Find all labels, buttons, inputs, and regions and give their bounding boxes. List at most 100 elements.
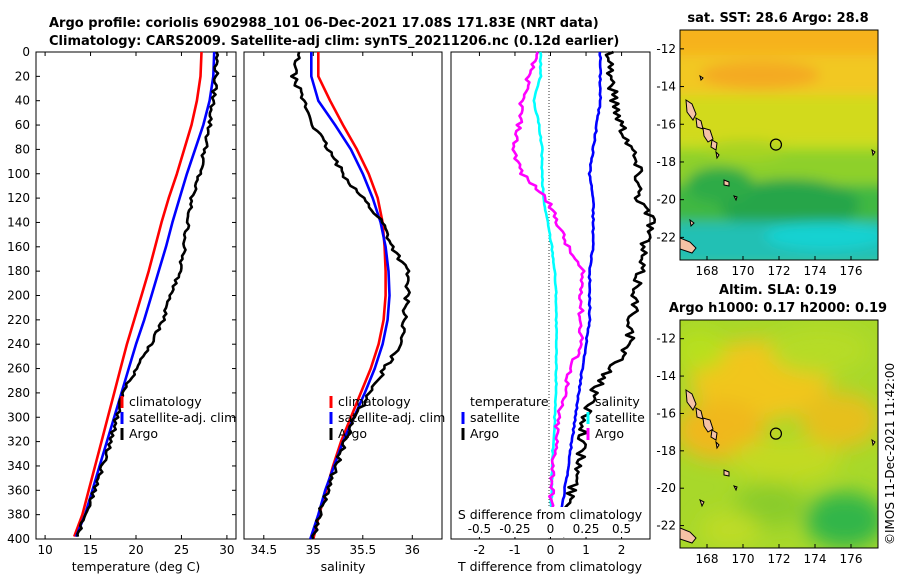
legend-s-satellite: satellite xyxy=(595,410,645,425)
temperature-panel: 0204060801001201401601802002202402602803… xyxy=(7,45,650,574)
salinity-legend: climatology satellite-adj. clim Argo xyxy=(329,394,445,441)
x-tick-label: 2 xyxy=(618,543,626,557)
depth-tick-label: 80 xyxy=(15,142,30,156)
difference-series xyxy=(511,50,657,538)
depth-tick-label: 340 xyxy=(7,459,30,473)
depth-tick-label: 120 xyxy=(7,191,30,205)
s-difference-xlabel: S difference from climatology xyxy=(458,507,643,522)
map-x-tick-label: 174 xyxy=(804,264,827,278)
coastline xyxy=(680,74,876,254)
difference-axes-box xyxy=(450,51,651,540)
salinity-panel: 34.5 35 35.5 36 salinity climatology satell… xyxy=(243,51,445,574)
depth-tick-label: 220 xyxy=(7,313,30,327)
map-y-tick-label: -18 xyxy=(656,444,676,458)
sla-map-panel: Altim. SLA: 0.19 Argo h1000: 0.17 h2000:… xyxy=(656,283,887,566)
map-x-tick-label: 172 xyxy=(768,264,791,278)
legend-t-argo: Argo xyxy=(470,426,499,441)
sla-field xyxy=(680,320,878,548)
map-x-tick-label: 176 xyxy=(840,264,863,278)
s-tick-label: -0.25 xyxy=(499,522,530,536)
temperature-x-axis: 10 15 20 25 30 xyxy=(37,52,235,557)
series-line-salinity-argo xyxy=(511,51,586,537)
map-y-tick-label: -16 xyxy=(656,406,676,420)
x-tick-label: 0 xyxy=(547,543,555,557)
x-tick-label: 35 xyxy=(306,543,321,557)
series-line-temperature-satellite xyxy=(556,51,603,537)
sla-map-title-1: Altim. SLA: 0.19 xyxy=(719,283,837,298)
s-tick-label: -0.5 xyxy=(468,522,491,536)
salinity-series xyxy=(289,51,411,540)
depth-tick-label: 40 xyxy=(15,94,30,108)
sst-map-axes: 168 170 172 174 176 -12 -14 -16 -18 -20 -22 xyxy=(656,42,862,278)
depth-tick-label: 360 xyxy=(7,483,30,497)
sst-field xyxy=(680,30,878,260)
legend-s-argo: Argo xyxy=(595,426,624,441)
legend-satellite: satellite-adj. clim xyxy=(338,410,445,425)
temperature-legend: climatology satellite-adj. clim Argo xyxy=(120,394,236,441)
depth-tick-label: 300 xyxy=(7,410,30,424)
argo-position-marker xyxy=(769,138,783,151)
map-x-tick-label: 176 xyxy=(840,552,863,566)
imos-watermark: ©IMOS 11-Dec-2021 11:42:00 xyxy=(883,363,897,545)
depth-tick-label: 380 xyxy=(7,508,30,522)
sla-map-axes: 168 170 172 174 176 -12 -14 -16 -18 -20 -22 xyxy=(656,332,862,566)
depth-tick-label: 400 xyxy=(7,532,30,546)
legend-temperature-heading: temperature xyxy=(470,394,549,409)
chart-title-line-1: Argo profile: coriolis 6902988_101 06-De… xyxy=(49,16,599,31)
x-tick-label: -2 xyxy=(473,543,485,557)
x-tick-label: 1 xyxy=(582,543,590,557)
map-y-tick-label: -16 xyxy=(656,117,676,131)
map-y-tick-label: -14 xyxy=(656,369,676,383)
x-tick-label: 20 xyxy=(128,543,143,557)
legend-climatology: climatology xyxy=(338,394,411,409)
map-y-tick-label: -12 xyxy=(656,42,676,56)
map-x-tick-label: 168 xyxy=(696,264,719,278)
depth-tick-label: 240 xyxy=(7,337,30,351)
depth-tick-label: 180 xyxy=(7,264,30,278)
s-difference-ticks: -0.5 -0.25 0 0.25 0.5 xyxy=(468,522,631,536)
map-y-tick-label: -20 xyxy=(656,481,676,495)
legend-climatology: climatology xyxy=(129,394,202,409)
depth-tick-label: 280 xyxy=(7,386,30,400)
s-tick-label: 0.5 xyxy=(612,522,631,536)
map-y-tick-label: -20 xyxy=(656,193,676,207)
depth-tick-label: 160 xyxy=(7,240,30,254)
map-x-tick-label: 170 xyxy=(732,552,755,566)
sst-map-panel: sat. SST: 28.6 Argo: 28.8 xyxy=(656,11,879,278)
x-tick-label: 35.5 xyxy=(349,543,376,557)
legend-salinity-heading: salinity xyxy=(595,394,640,409)
salinity-x-axis: 34.5 35 35.5 36 xyxy=(250,52,420,557)
x-tick-label: 25 xyxy=(174,543,189,557)
s-tick-label: 0 xyxy=(547,522,555,536)
depth-tick-label: 100 xyxy=(7,167,30,181)
difference-panel: -2 -1 0 1 2 T difference from climatology S … xyxy=(450,50,657,574)
salinity-xlabel: salinity xyxy=(321,559,366,574)
legend-argo: Argo xyxy=(129,426,158,441)
legend-t-satellite: satellite xyxy=(470,410,520,425)
map-y-tick-label: -22 xyxy=(656,230,676,244)
map-x-tick-label: 174 xyxy=(804,552,827,566)
series-line-temperature-argo xyxy=(559,50,657,538)
coastline xyxy=(680,389,876,544)
s-tick-label: 0.25 xyxy=(573,522,600,536)
depth-tick-label: 0 xyxy=(22,45,30,59)
sst-map-title: sat. SST: 28.6 Argo: 28.8 xyxy=(687,11,868,26)
depth-tick-label: 60 xyxy=(15,118,30,132)
x-tick-label: 30 xyxy=(219,543,234,557)
map-y-tick-label: -14 xyxy=(656,80,676,94)
salinity-diff-legend: salinity satellite Argo xyxy=(586,394,645,441)
map-x-tick-label: 170 xyxy=(732,264,755,278)
series-line-satellite-adj-clim xyxy=(74,51,216,538)
temperature-xlabel: temperature (deg C) xyxy=(72,559,201,574)
map-x-tick-label: 172 xyxy=(768,552,791,566)
depth-tick-label: 260 xyxy=(7,362,30,376)
temperature-diff-legend: temperature satellite Argo xyxy=(461,394,549,441)
series-line-climatology xyxy=(72,51,203,538)
depth-tick-label: 20 xyxy=(15,69,30,83)
x-tick-label: 10 xyxy=(37,543,52,557)
argo-position-marker xyxy=(769,427,783,440)
depth-tick-label: 200 xyxy=(7,289,30,303)
map-x-tick-label: 168 xyxy=(696,552,719,566)
depth-tick-label: 320 xyxy=(7,435,30,449)
